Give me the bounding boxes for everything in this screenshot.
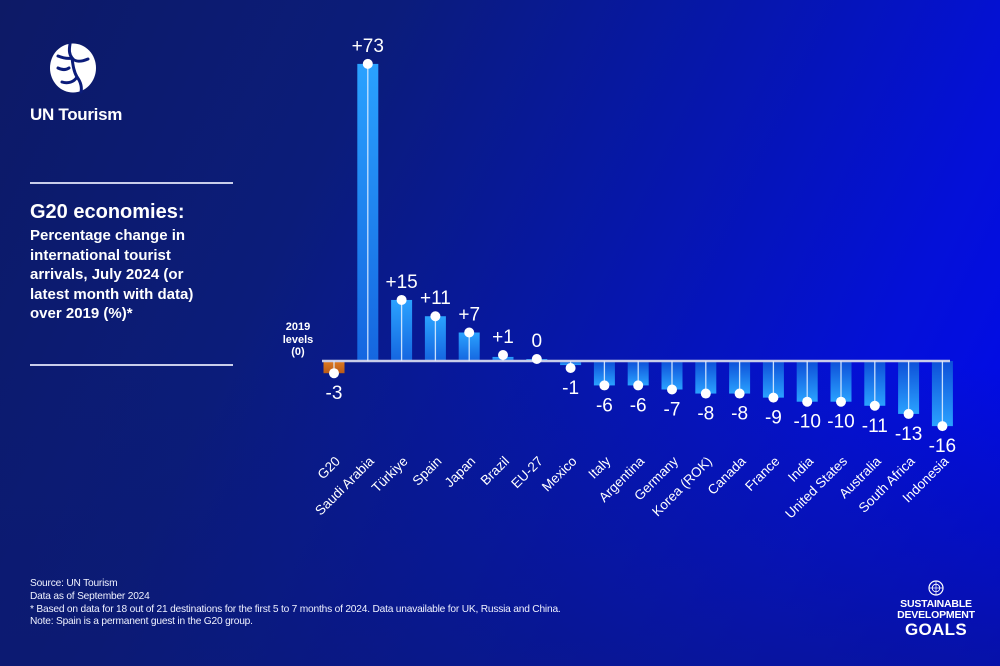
data-label: -11: [862, 416, 888, 437]
title-divider-top: [30, 182, 233, 184]
category-tick-label: Türkiye: [369, 454, 411, 496]
bar-marker: [734, 388, 745, 399]
category-tick-label: Brazil: [478, 454, 512, 488]
bar-marker: [430, 311, 441, 322]
bar-marker: [633, 380, 644, 391]
subtitle-line: Percentage change in: [30, 227, 186, 244]
data-label: -6: [630, 395, 647, 416]
title-divider-bottom: [30, 364, 233, 366]
category-tick-label: France: [742, 454, 782, 494]
un-tourism-globe-icon: [50, 42, 96, 94]
data-label: -16: [929, 436, 956, 457]
bar-marker: [329, 368, 339, 379]
baseline-note-line: levels: [282, 333, 314, 346]
data-label: 0: [532, 331, 543, 352]
category-tick-label: Mexico: [539, 454, 580, 495]
brand-name: UN Tourism: [30, 105, 123, 124]
category-tick-label: Spain: [409, 454, 444, 489]
bar-marker: [464, 327, 475, 338]
bar-marker: [498, 350, 508, 360]
baseline-note: 2019 levels (0): [276, 321, 320, 359]
sdg-line: DEVELOPMENT: [897, 609, 975, 621]
bar-marker: [667, 384, 677, 395]
baseline-note-line: (0): [291, 346, 305, 358]
data-label: +15: [385, 272, 417, 293]
bar-marker: [802, 396, 813, 407]
category-tick-label: G20: [314, 454, 343, 483]
data-label: -9: [765, 408, 782, 429]
data-label: -8: [731, 404, 748, 425]
sdg-logo: SUSTAINABLE DEVELOPMENT GOALS: [893, 580, 979, 638]
bar-marker: [700, 388, 711, 399]
sdg-line: SUSTAINABLE: [900, 598, 972, 610]
source-note: Source: UN Tourism: [30, 578, 118, 589]
footnotes: Source: UN Tourism Data as of September …: [30, 578, 561, 629]
data-label: -6: [596, 395, 613, 416]
chart-heading: G20 economies: Percentage change in inte…: [30, 200, 250, 324]
data-label: -13: [895, 424, 922, 445]
data-label: -10: [793, 412, 820, 433]
bar-marker: [836, 396, 846, 407]
un-emblem-icon: [928, 580, 944, 596]
category-tick-label: Italy: [585, 453, 613, 481]
bar-marker: [937, 421, 948, 432]
bar-marker: [903, 408, 914, 419]
data-date-note: Data as of September 2024: [30, 590, 150, 602]
sdg-line: GOALS: [905, 620, 967, 639]
category-tick-label: Canada: [705, 453, 749, 497]
baseline-note-line: 2019: [285, 321, 311, 333]
bar-marker: [531, 354, 542, 364]
bar-marker: [362, 58, 373, 69]
bar-marker: [565, 363, 576, 373]
data-label: +7: [458, 305, 480, 326]
data-label: +11: [420, 288, 451, 309]
subtitle-line: arrivals, July 2024 (or: [30, 266, 184, 283]
bar-marker: [599, 380, 610, 391]
data-label: -10: [827, 412, 854, 433]
subtitle-line: international tourist: [30, 246, 171, 264]
coverage-note: * Based on data for 18 out of 21 destina…: [30, 603, 561, 615]
bar-marker: [396, 294, 407, 305]
data-label: -7: [664, 399, 681, 420]
chart-subtitle: Percentage change in international touri…: [30, 226, 250, 324]
subtitle-line: over 2019 (%)*: [30, 305, 133, 322]
spain-note: Note: Spain is a permanent guest in the …: [30, 616, 253, 628]
category-tick-label: Japan: [442, 454, 479, 491]
bar-marker: [869, 400, 880, 411]
bar-marker: [768, 392, 779, 403]
subtitle-line: latest month with data): [30, 285, 194, 303]
data-label: +1: [492, 327, 514, 348]
data-label: -8: [697, 404, 714, 425]
data-label: -1: [562, 378, 579, 399]
data-label: +73: [352, 36, 384, 57]
chart-title: G20 economies:: [30, 201, 185, 223]
data-label: -3: [326, 383, 343, 404]
